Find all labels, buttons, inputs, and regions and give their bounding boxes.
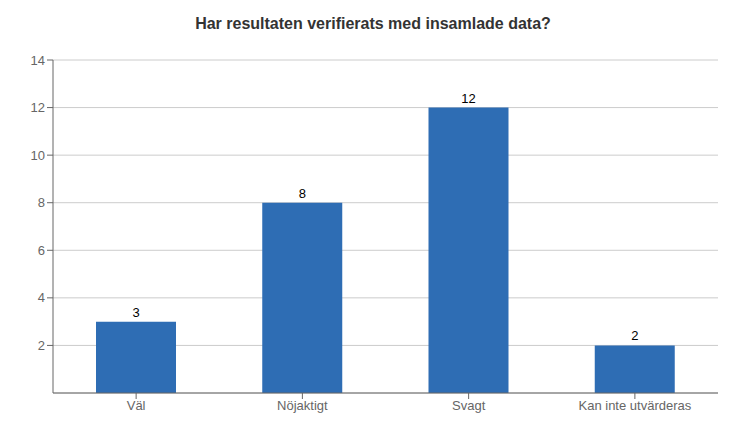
svg-text:12: 12 bbox=[31, 100, 45, 115]
svg-text:12: 12 bbox=[461, 91, 475, 106]
svg-text:Svagt: Svagt bbox=[452, 398, 486, 413]
html-text:Har resultaten verifierats med: Har resultaten verifierats med insamlade… bbox=[195, 15, 551, 32]
svg-text:3: 3 bbox=[132, 305, 139, 320]
svg-text:2: 2 bbox=[631, 328, 638, 343]
svg-text:2: 2 bbox=[38, 338, 45, 353]
svg-text:Kan inte utvärderas: Kan inte utvärderas bbox=[579, 398, 692, 413]
svg-text:6: 6 bbox=[38, 243, 45, 258]
svg-text:8: 8 bbox=[38, 195, 45, 210]
svg-text:Väl: Väl bbox=[127, 398, 146, 413]
svg-text:14: 14 bbox=[31, 53, 45, 68]
svg-text:Nöjaktigt: Nöjaktigt bbox=[277, 398, 328, 413]
svg-text:4: 4 bbox=[38, 290, 45, 305]
svg-text:8: 8 bbox=[299, 186, 306, 201]
svg-text:10: 10 bbox=[31, 148, 45, 163]
